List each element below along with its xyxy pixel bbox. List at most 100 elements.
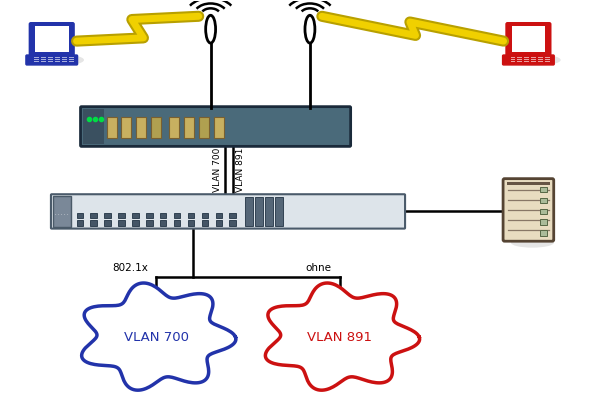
Bar	[215, 213, 222, 218]
Bar	[275, 197, 283, 226]
Bar	[517, 59, 523, 60]
Bar	[188, 220, 194, 226]
Text: VLAN 891: VLAN 891	[236, 148, 245, 192]
Polygon shape	[82, 283, 236, 390]
Bar	[256, 197, 263, 226]
FancyBboxPatch shape	[26, 55, 77, 65]
Bar	[545, 57, 550, 58]
Bar	[34, 61, 39, 62]
Bar	[35, 26, 68, 52]
Bar	[511, 57, 515, 58]
Bar	[55, 57, 59, 58]
Bar	[77, 213, 83, 218]
Bar	[524, 57, 529, 58]
Bar	[48, 61, 53, 62]
Bar	[265, 197, 272, 226]
Bar	[121, 117, 131, 138]
Bar	[55, 59, 59, 60]
Ellipse shape	[29, 54, 84, 66]
Bar	[62, 61, 67, 62]
Bar	[107, 117, 117, 138]
Bar	[541, 220, 547, 225]
Bar	[512, 26, 545, 52]
Bar	[48, 59, 53, 60]
Bar	[34, 59, 39, 60]
Bar	[541, 187, 547, 192]
Bar	[77, 220, 83, 226]
Bar	[245, 197, 253, 226]
Bar	[34, 57, 39, 58]
Text: VLAN 700: VLAN 700	[124, 330, 188, 344]
Ellipse shape	[206, 15, 215, 43]
Bar	[62, 59, 67, 60]
Bar	[541, 209, 547, 214]
Bar	[68, 61, 74, 62]
Bar	[506, 182, 550, 185]
Text: VLAN 891: VLAN 891	[307, 330, 372, 344]
Bar	[146, 220, 152, 226]
Bar	[41, 61, 46, 62]
Bar	[118, 220, 125, 226]
Bar	[184, 117, 194, 138]
Bar	[229, 220, 236, 226]
Bar	[541, 198, 547, 203]
Bar	[229, 213, 236, 218]
Text: 802.1x: 802.1x	[112, 264, 148, 274]
Bar	[538, 61, 543, 62]
Bar	[215, 220, 222, 226]
Bar	[538, 59, 543, 60]
Text: VLAN 700: VLAN 700	[214, 148, 223, 192]
FancyBboxPatch shape	[80, 107, 350, 146]
Bar	[41, 59, 46, 60]
Bar	[174, 213, 181, 218]
Bar	[41, 57, 46, 58]
Bar	[55, 61, 59, 62]
Bar	[104, 220, 111, 226]
Bar	[146, 213, 152, 218]
Bar	[541, 230, 547, 236]
Bar	[517, 57, 523, 58]
Bar	[68, 57, 74, 58]
Bar	[53, 196, 71, 227]
Polygon shape	[265, 283, 419, 390]
FancyBboxPatch shape	[29, 23, 74, 57]
Bar	[91, 213, 97, 218]
Text: ohne: ohne	[306, 264, 332, 274]
Bar	[48, 57, 53, 58]
Bar	[132, 213, 139, 218]
Bar	[524, 61, 529, 62]
Bar	[104, 213, 111, 218]
Bar	[118, 213, 125, 218]
Bar	[517, 61, 523, 62]
Bar	[174, 220, 181, 226]
Ellipse shape	[511, 238, 554, 248]
Ellipse shape	[506, 54, 560, 66]
Bar	[188, 213, 194, 218]
Bar	[511, 61, 515, 62]
Text: · · · · ·: · · · · ·	[55, 212, 68, 217]
Bar	[532, 57, 536, 58]
FancyBboxPatch shape	[503, 179, 554, 241]
Ellipse shape	[305, 15, 315, 43]
Bar	[524, 59, 529, 60]
FancyBboxPatch shape	[51, 194, 405, 228]
Bar	[136, 117, 146, 138]
Bar	[511, 59, 515, 60]
Bar	[132, 220, 139, 226]
Bar	[538, 57, 543, 58]
Bar	[91, 220, 97, 226]
Bar	[160, 220, 166, 226]
Bar	[202, 213, 208, 218]
FancyBboxPatch shape	[506, 23, 550, 57]
Bar	[545, 59, 550, 60]
Bar	[62, 57, 67, 58]
Bar	[151, 117, 161, 138]
Bar	[202, 220, 208, 226]
Bar	[532, 61, 536, 62]
Bar	[214, 117, 224, 138]
Bar	[68, 59, 74, 60]
Bar	[199, 117, 209, 138]
Bar	[160, 213, 166, 218]
Bar	[545, 61, 550, 62]
FancyBboxPatch shape	[503, 55, 554, 65]
